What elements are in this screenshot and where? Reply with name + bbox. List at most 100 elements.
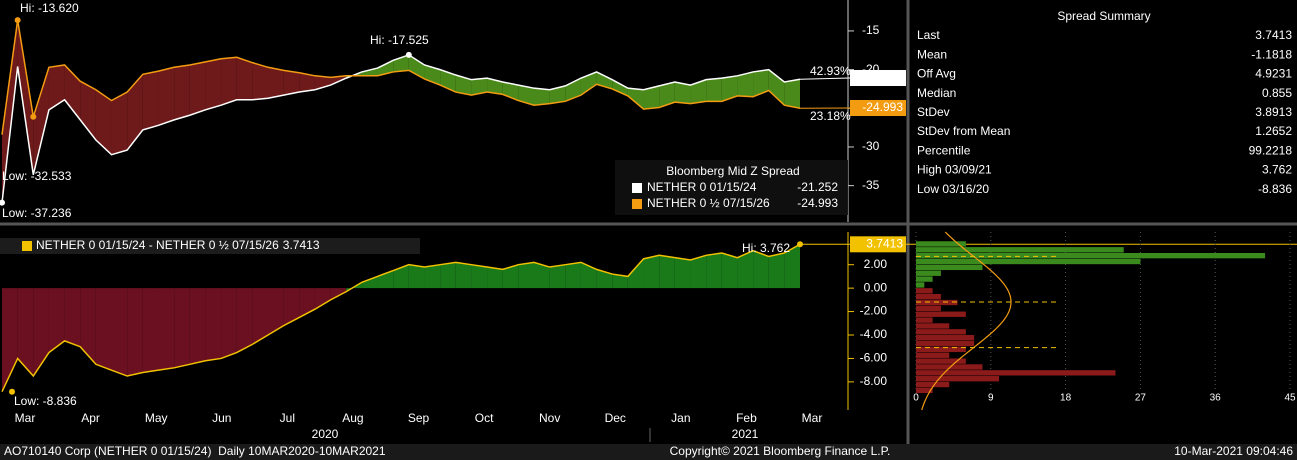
area-fill [784,244,800,289]
area-fill [549,264,566,289]
histogram-bar [916,335,975,341]
legend-value: -21.252 [797,180,838,194]
area-fill [17,288,34,377]
area-fill [221,288,237,359]
area-fill [674,257,691,289]
x-tick-label: Jan [671,411,690,425]
area-fill [534,262,550,289]
area-fill [643,255,660,289]
tag-line [799,77,851,80]
legend-swatch [632,183,642,193]
spread-fill [361,68,378,76]
area-fill [314,288,331,310]
legend-name: NETHER 0 01/15/24 - NETHER 0 ½ 07/15/26 [36,238,279,252]
value-tag [850,100,906,116]
area-fill [393,264,409,289]
y-tick-label: -2.00 [860,304,888,318]
area-fill [174,288,190,368]
legend-box [0,238,420,254]
area-fill [189,288,206,365]
area-fill [706,252,722,289]
area-fill [80,288,96,365]
area-fill [377,270,394,289]
area-fill [268,288,284,336]
spread-fill [659,81,675,108]
area-fill [48,288,65,353]
spread-fill [487,78,503,95]
annotation-dot [0,199,5,206]
histogram-bar [916,346,966,353]
area-fill [236,288,253,353]
annotation: Hi: 3.762 [742,241,790,255]
histogram-bar [916,352,950,358]
spread-fill [643,85,660,110]
spread-fill [753,69,769,97]
summary-value: 99.2218 [1249,143,1293,157]
area-fill [95,288,112,371]
spread-fill [236,57,253,100]
histogram-bar [916,387,933,394]
summary-value: 3.762 [1262,163,1292,177]
spread-fill [706,78,722,102]
y-tick-label: -15 [862,23,880,37]
histogram-bar [916,241,966,247]
summary-label: Low 03/16/20 [917,182,989,196]
summary-label: Last [917,28,940,42]
spread-fill [471,78,488,96]
x-tick-label: Jun [212,411,231,425]
spread-fill [127,74,143,151]
x-tick-label: Apr [81,411,100,425]
annotation-dot [30,113,37,120]
histogram-bar [916,323,950,329]
spread-fill [299,72,315,93]
footer-center: Copyright© 2021 Bloomberg Finance L.P. [670,444,891,458]
histogram-bar [916,358,966,364]
annotation-dot [14,17,21,24]
area-fill [283,288,300,326]
spread-fill [158,67,175,126]
legend-swatch [22,241,32,251]
area-fill [111,288,128,377]
spread-fill [268,67,284,99]
spread-fill [502,81,519,101]
x-tick-label: 36 [1210,393,1222,404]
spread-fill [48,64,65,110]
spread-fill [721,75,738,102]
legend-label: NETHER 0 01/15/24 [647,180,757,194]
spread-fill [189,61,206,116]
x-tick-label: May [145,411,168,425]
spread-fill [784,79,800,109]
y-tick-label: -30 [862,139,880,153]
area-fill [502,264,519,289]
area-fill [721,252,738,289]
spread-fill [64,64,81,120]
area-fill [33,288,49,377]
area-fill [753,250,769,289]
spread-fill [252,62,268,100]
spread-fill [534,88,550,106]
x-tick-label: Oct [475,411,494,425]
spread-fill [205,58,222,110]
area-fill [158,288,175,371]
area-fill [596,269,613,289]
summary-value: 3.8913 [1255,105,1292,119]
summary-value: 3.7413 [1255,28,1292,42]
summary-label: High 03/09/21 [917,163,992,177]
legend-value: 3.7413 [283,238,320,252]
area-fill [768,252,785,289]
annotation-dot [405,51,412,58]
x-tick-label: Mar [802,411,823,425]
spread-fill [221,57,237,106]
spread-fill [174,64,190,120]
area-fill [627,258,644,289]
histogram-bar [916,288,933,294]
histogram-bar [916,264,983,271]
spread-fill [612,79,628,96]
spread-fill [377,60,394,76]
histogram-bar [916,311,966,317]
area-fill [299,288,315,318]
histogram-bar [916,329,966,335]
area-fill [580,262,597,289]
